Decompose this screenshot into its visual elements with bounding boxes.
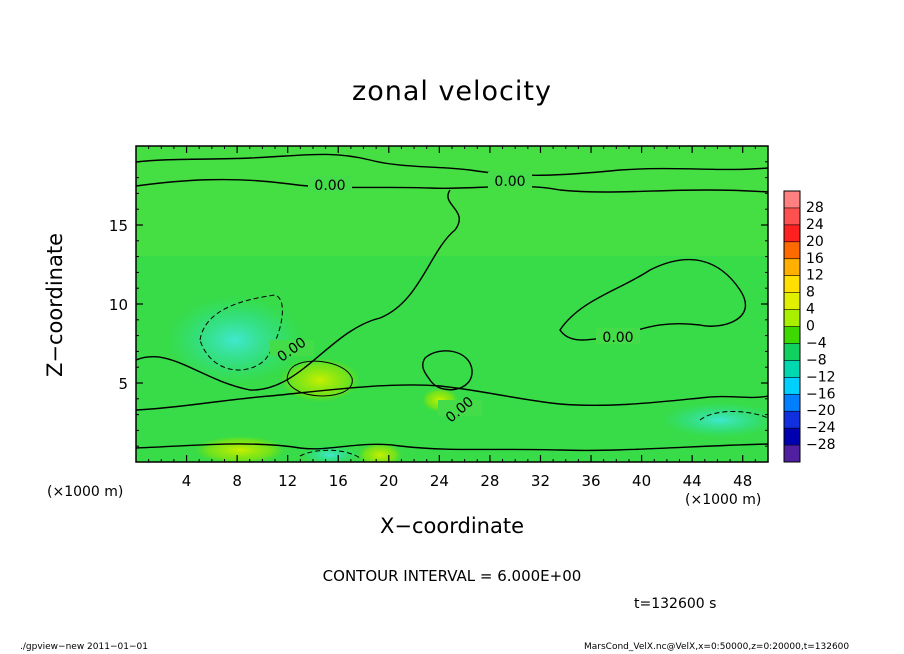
colorbar-label: 16 [806,251,824,267]
colorbar-label: −24 [806,420,836,436]
colorbar-swatch [784,275,800,294]
colorbar-swatch [784,224,800,243]
field-yellow-blob-3 [358,443,402,462]
time-label: t=132600 s [634,596,717,612]
footer-right: MarsCond_VelX.nc@VelX,x=0:50000,z=0:2000… [584,642,850,652]
contour-label: 0.00 [494,174,525,190]
contour-label: 0.00 [602,330,633,346]
contour-label-bg [270,340,314,356]
contour-label: 0.00 [314,178,345,194]
contour-line-band [136,178,768,193]
field-yellow-blob-2 [195,436,285,462]
colorbar-swatch [784,207,800,226]
x-tick-label: 28 [480,472,499,490]
field-yellow-blob-1 [280,358,360,402]
x-tick-label: 20 [379,472,398,490]
colorbar-swatch [784,428,800,446]
colorbar-label: −12 [806,369,836,385]
colorbar-swatch [784,191,800,209]
x-tick-label: 12 [278,472,297,490]
field-cyan-blob-right [660,402,768,438]
x-unit-left: (×1000 m) [47,484,124,500]
y-axis: 5 10 15 [109,161,768,447]
x-tick-label: 24 [430,472,449,490]
colorbar-swatch [784,343,800,361]
colorbar-label: 24 [806,217,824,233]
contour-label-bg [596,328,640,344]
x-tick-label: 32 [531,472,550,490]
contour-loop-yellow [286,360,353,397]
colorbar-frame [783,190,801,463]
y-tick-label: 10 [109,296,128,314]
x-tick-label: 16 [329,472,348,490]
x-axis-label: X−coordinate [380,514,524,538]
colorbar-label: −28 [806,437,836,453]
contour-line-upper [136,153,768,176]
colorbar-label: 0 [806,319,815,335]
contour-dashed-right [699,411,768,421]
contour-loop-center [422,350,473,391]
colorbar-label: −20 [806,403,836,419]
y-tick-label: 5 [118,375,128,393]
colorbar-label: −16 [806,386,836,402]
colorbar-swatch [784,309,800,327]
colorbar-label: 20 [806,234,824,250]
colorbar-label: 4 [806,302,815,318]
contour-dashed-left [199,294,283,371]
contour-label-bg [488,172,532,188]
colorbar-label: 8 [806,285,815,301]
colorbar-swatch [784,360,800,378]
colorbar-label: −4 [806,335,827,351]
contour-lines [136,153,768,452]
x-unit-right: (×1000 m) [685,492,762,508]
x-tick-label: 48 [733,472,752,490]
chart-title: zonal velocity [352,76,552,107]
x-tick-label: 36 [581,472,600,490]
colorbar-label: 28 [806,200,824,216]
contour-label-bg [308,176,352,192]
plot-area: 0.00 0.000.00 0.000.00 [135,145,769,463]
colorbar-swatch [784,377,800,395]
x-tick-label: 44 [683,472,702,490]
colorbar-swatch [784,258,800,277]
x-tick-label: 40 [632,472,651,490]
footer-left: ./gpview−new 2011−01−01 [20,642,148,652]
field-cyan-blob-left [165,295,305,385]
x-tick-label: 4 [182,472,192,490]
colorbar-swatch [784,292,800,311]
contour-line-bottom [136,443,768,452]
y-tick-label: 15 [109,217,128,235]
colorbar-swatch [784,411,800,429]
contour-line-diagonal [136,189,460,391]
contour-lines-negative [199,294,768,459]
x-axis: 4 8 12 16 20 24 28 32 36 40 44 48 [148,146,756,490]
colorbar-swatch [784,326,800,344]
field-band-top [136,146,768,256]
contour-dashed-bottom [299,449,361,459]
colorbar-swatch [784,394,800,412]
colorbar-swatch [784,445,800,463]
contour-label-bg [438,400,482,416]
colorbar-swatch [784,241,800,260]
colorbar-label: −8 [806,352,827,368]
x-tick-label: 8 [232,472,242,490]
colorbar-label: 12 [806,268,824,284]
contour-interval-note: CONTOUR INTERVAL = 6.000E+00 [322,567,582,585]
contour-line-lower [136,384,768,411]
